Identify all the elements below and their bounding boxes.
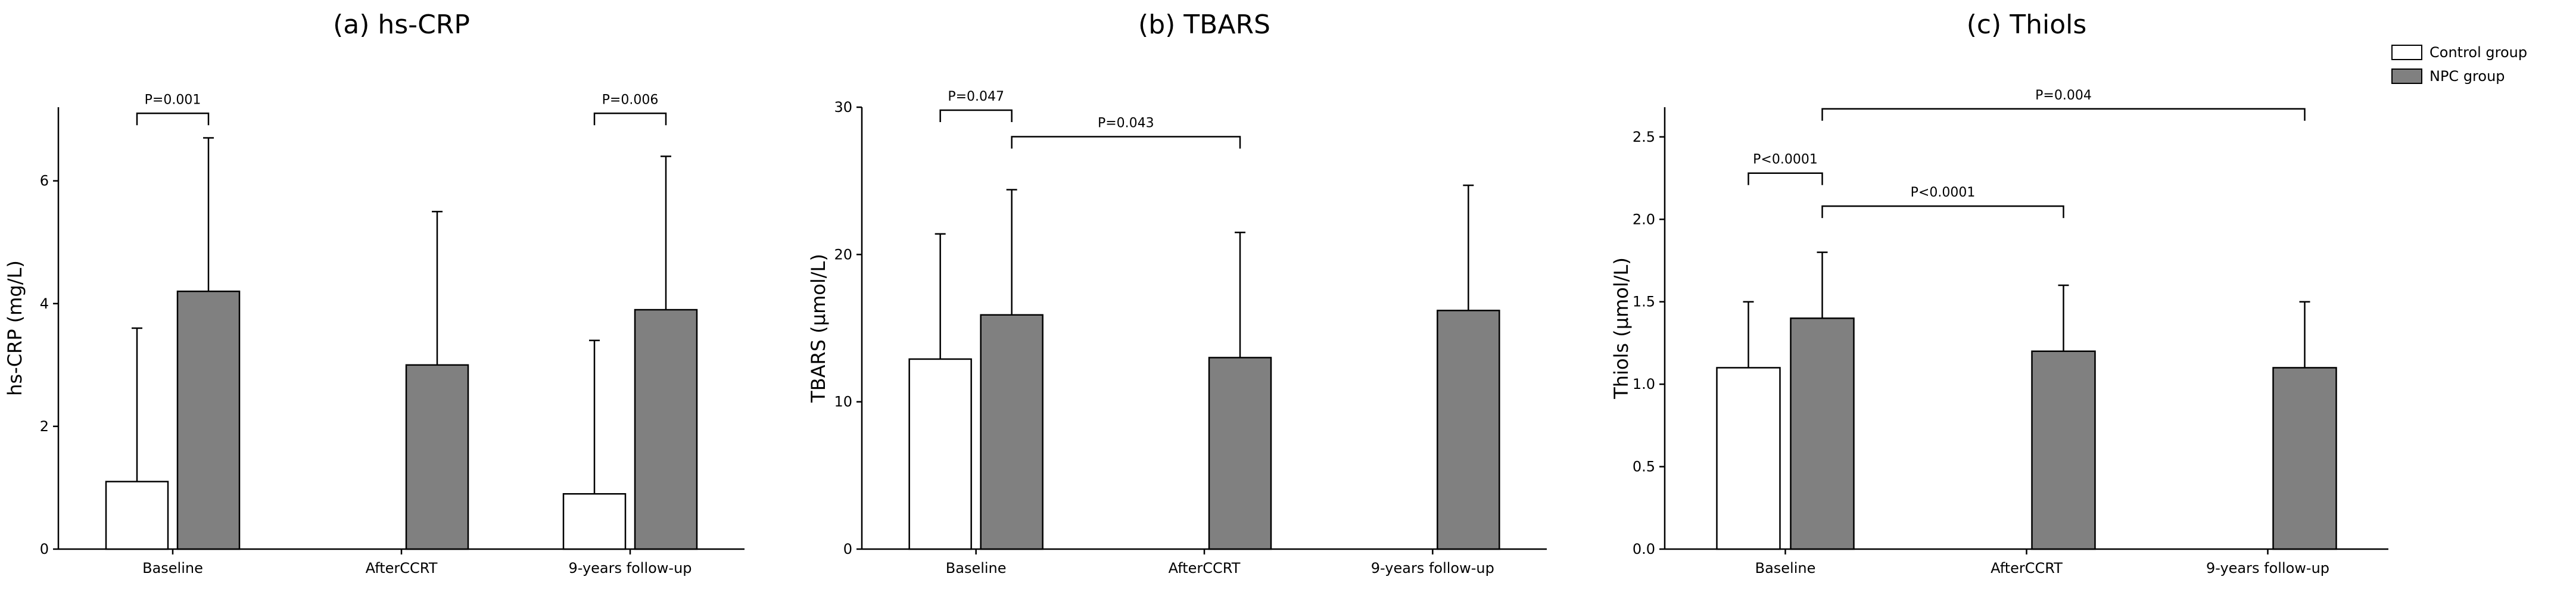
x-tick-label: AfterCCRT <box>1991 560 2063 576</box>
y-tick-label: 30 <box>834 99 852 116</box>
y-tick-label: 1.0 <box>1633 376 1655 392</box>
bar-npc-2 <box>1208 357 1272 550</box>
significance-bracket <box>1748 172 1823 185</box>
bar-npc-1 <box>176 290 241 550</box>
chart-panel-2: (b) TBARS 0 10 20 30 TBARS (µmol/L) Baseline Af… <box>807 10 1547 576</box>
y-axis-label: hs-CRP (mg/L) <box>4 260 26 396</box>
legend-item-npc: NPC group <box>2391 66 2527 87</box>
significance-bracket <box>1821 205 2064 219</box>
significance-bracket <box>136 113 210 126</box>
bar-npc-2 <box>405 364 469 550</box>
y-axis-label: TBARS (µmol/L) <box>807 254 830 403</box>
significance-label: P=0.004 <box>2035 88 2092 103</box>
chart-title: (c) Thiols <box>1967 10 2087 40</box>
significance-label: P=0.047 <box>948 89 1004 104</box>
bar-control-1 <box>908 358 972 550</box>
y-tick-label: 0 <box>843 541 852 557</box>
x-tick-label: 9-years follow-up <box>1371 560 1494 576</box>
y-tick-label: 20 <box>834 246 852 263</box>
x-tick-label: Baseline <box>142 560 203 576</box>
x-tick-label: 9-years follow-up <box>2206 560 2329 576</box>
y-tick-label: 0.0 <box>1633 541 1655 557</box>
bar-control-1 <box>105 481 169 550</box>
significance-bracket <box>1821 108 2306 121</box>
y-tick-label: 1.5 <box>1633 294 1655 310</box>
y-tick-label: 4 <box>40 295 49 312</box>
x-tick-label: Baseline <box>1755 560 1816 576</box>
y-axis-label: Thiols (µmol/L) <box>1610 257 1633 400</box>
bar-npc-1 <box>980 314 1044 550</box>
chart-panel-3: (c) Thiols 0.0 0.5 1.0 1.5 2.0 2.5 Thiols (µmol… <box>1610 10 2388 576</box>
bar-npc-3 <box>2272 367 2337 550</box>
bar-control-3 <box>562 493 627 550</box>
chart-panel-1: (a) hs-CRP 0 2 4 6 hs-CRP (mg/L) Baseline After… <box>4 10 745 576</box>
y-tick-label: 0.5 <box>1633 459 1655 475</box>
y-tick-label: 6 <box>40 173 49 189</box>
chart-title: (a) hs-CRP <box>333 10 470 40</box>
legend-item-control: Control group <box>2391 42 2527 63</box>
significance-label: P=0.006 <box>602 92 659 107</box>
bar-npc-3 <box>1437 310 1500 550</box>
bar-npc-2 <box>2031 350 2096 550</box>
x-tick-label: Baseline <box>946 560 1007 576</box>
y-tick-label: 2.5 <box>1633 129 1655 145</box>
y-tick-label: 2 <box>40 418 49 435</box>
x-tick-label: AfterCCRT <box>1169 560 1241 576</box>
chart-title: (b) TBARS <box>1138 10 1270 40</box>
legend-label-npc: NPC group <box>2429 68 2505 85</box>
legend-label-control: Control group <box>2429 44 2528 61</box>
significance-bracket <box>939 109 1013 122</box>
y-tick-label: 2.0 <box>1633 211 1655 228</box>
y-tick-label: 0 <box>40 541 49 557</box>
y-tick-label: 10 <box>834 394 852 410</box>
significance-bracket <box>1011 136 1241 149</box>
x-tick-label: 9-years follow-up <box>568 560 691 576</box>
bar-control-1 <box>1716 367 1781 550</box>
significance-label: P<0.0001 <box>1753 152 1818 167</box>
legend: Control group NPC group <box>2391 42 2527 89</box>
significance-label: P=0.043 <box>1098 116 1154 130</box>
significance-label: P<0.0001 <box>1911 185 1976 200</box>
bar-npc-3 <box>634 308 698 550</box>
x-tick-label: AfterCCRT <box>366 560 438 576</box>
bar-npc-1 <box>1790 317 1855 550</box>
legend-swatch-control <box>2391 45 2422 60</box>
significance-bracket <box>593 113 667 126</box>
significance-label: P=0.001 <box>145 92 201 107</box>
legend-swatch-npc <box>2391 68 2422 84</box>
